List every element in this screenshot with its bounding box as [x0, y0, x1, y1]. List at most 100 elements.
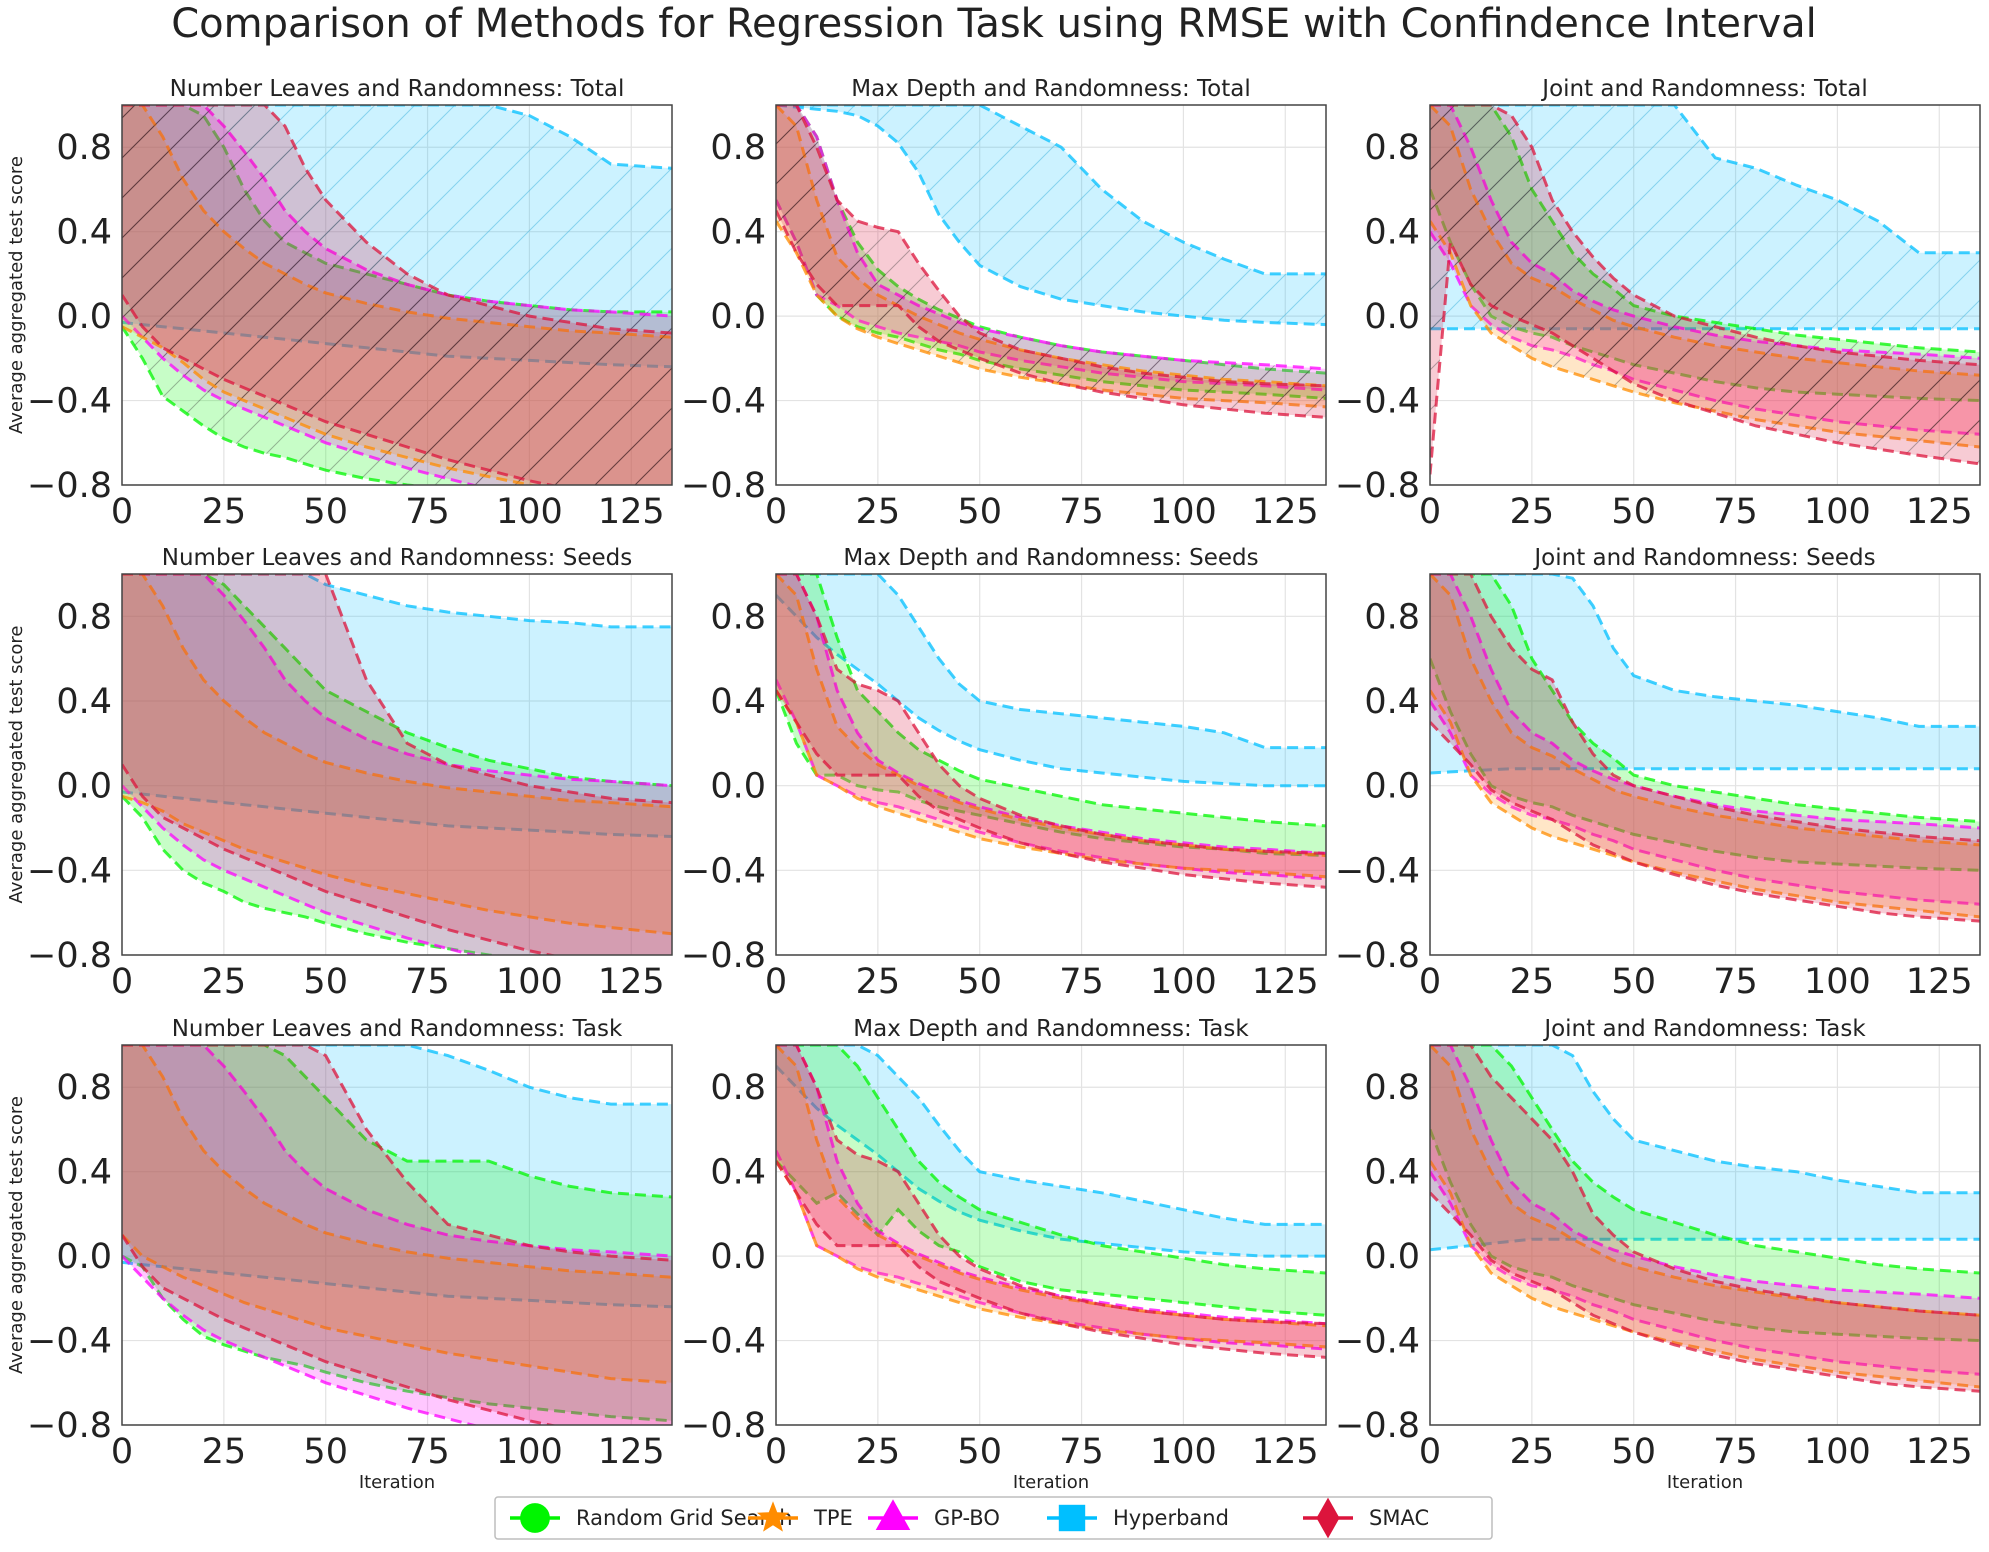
panel-title: Number Leaves and Randomness: Task: [172, 1016, 623, 1042]
y-tick-label: −0.8: [681, 936, 766, 976]
band-hyperband: [1430, 1045, 1980, 1250]
y-tick-label: 0.4: [56, 1153, 112, 1193]
axes-frame: [1429, 104, 1981, 486]
y-tick-label: 0.4: [1364, 1153, 1420, 1193]
y-tick-label: 0.4: [56, 682, 112, 722]
x-tick-label: 25: [202, 1432, 247, 1472]
band-hatch-smac: [122, 105, 672, 485]
band-edge-lower-random-grid-search: [1430, 658, 1980, 872]
x-tick-label: 0: [111, 962, 133, 1002]
legend: Random Grid Search TPE GP-BO Hyperband SMAC: [494, 1496, 1493, 1540]
panel-number-leaves-seeds: 0 25 50 75 100 125 −0.8 −0.4 0.0 0.4 0.8 Number Lea…: [6, 545, 673, 1002]
y-tick-label: 0.0: [710, 297, 766, 337]
y-tick-label: −0.8: [27, 1406, 112, 1446]
x-tick-label: 75: [1713, 962, 1758, 1002]
panel-number-leaves-task: 0 25 50 75 100 125 −0.8 −0.4 0.0 0.4 0.8 Number Lea…: [6, 1016, 673, 1493]
x-tick-label: 100: [496, 962, 563, 1002]
axes-frame: [1429, 573, 1981, 956]
panels: 0 25 50 75 100 125 −0.8 −0.4 0.0 0.4 0.8 Number Lea…: [6, 0, 1981, 1493]
band-edge-upper-smac: [776, 574, 1326, 855]
y-tick-label: 0.8: [56, 1068, 112, 1108]
panel-title: Joint and Randomness: Seeds: [1532, 545, 1875, 571]
x-tick-label: 25: [202, 492, 247, 532]
band-hyperband: [122, 1045, 672, 1307]
x-tick-label: 75: [405, 492, 450, 532]
panel-max-depth-seeds: 0 25 50 75 100 125 −0.8 −0.4 0.0 0.4 0.8 Max Depth …: [681, 545, 1327, 1002]
plot-area: [776, 1045, 1326, 1425]
band-edge-lower-smac: [122, 1234, 558, 1425]
band-edge-upper-gp-bo: [1430, 574, 1980, 830]
x-tick-label: 50: [1611, 492, 1656, 532]
x-tick-label: 0: [765, 1432, 787, 1472]
band-random-grid-search: [1430, 1045, 1980, 1341]
panel-title: Number Leaves and Randomness: Seeds: [162, 545, 632, 571]
band-edge-upper-smac: [1430, 574, 1980, 843]
band-edge-upper-tpe: [776, 1045, 1326, 1328]
band-hatch-tpe: [776, 105, 1326, 407]
y-tick-label: 0.4: [56, 213, 112, 253]
axes-frame: [121, 1044, 673, 1426]
x-tick-label: 125: [1252, 962, 1319, 1002]
y-tick-label: 0.8: [1364, 128, 1420, 168]
x-tick-label: 0: [111, 492, 133, 532]
axes-frame: [775, 104, 1327, 486]
band-edge-lower-tpe: [122, 794, 672, 936]
band-edge-lower-hyperband: [776, 594, 1326, 788]
y-tick-label: 0.4: [1364, 213, 1420, 253]
band-edge-lower-hyperband: [776, 105, 1326, 327]
band-edge-lower-hyperband: [1430, 767, 1980, 775]
x-tick-label: 0: [1419, 1432, 1441, 1472]
legend-item-tpe: TPE: [748, 1501, 853, 1532]
y-tick-label: 0.8: [1364, 597, 1420, 637]
x-tick-label: 25: [1510, 962, 1555, 1002]
x-tick-label: 75: [1713, 1432, 1758, 1472]
band-edge-upper-hyperband: [122, 105, 672, 170]
band-gp-bo: [122, 1045, 672, 1425]
marker-random-grid-search: [1844, 0, 1871, 14]
legend-item-gp-bo: GP-BO: [868, 1499, 1000, 1530]
y-tick-label: 0.8: [56, 597, 112, 637]
band-hyperband: [1430, 574, 1980, 773]
band-edge-lower-hyperband: [776, 1065, 1326, 1258]
band-tpe: [776, 574, 1326, 877]
x-tick-label: 50: [303, 962, 348, 1002]
band-edge-lower-hyperband: [1430, 1237, 1980, 1252]
x-tick-label: 50: [957, 1432, 1002, 1472]
marker-random-grid-search: [1905, 0, 1932, 14]
plot-content: [1430, 105, 1980, 475]
y-axis-label: Average aggregated test score: [6, 626, 27, 904]
band-edge-lower-smac: [122, 763, 558, 955]
x-tick-label: 0: [765, 492, 787, 532]
band-edge-lower-smac: [1430, 1191, 1980, 1393]
y-tick-label: −0.8: [681, 466, 766, 506]
band-edge-lower-smac: [776, 689, 1326, 889]
y-tick-label: 0.0: [710, 1237, 766, 1277]
band-gp-bo: [122, 574, 672, 955]
band-edge-lower-tpe: [776, 689, 1326, 879]
panel-max-depth-total: 0 25 50 75 100 125 −0.8 −0.4 0.0 0.4 0.8 Max Depth …: [681, 76, 1327, 532]
marker-random-grid-search: [1905, 0, 1932, 14]
x-tick-label: 100: [496, 1432, 563, 1472]
band-edge-lower-hyperband: [122, 1260, 672, 1309]
y-tick-label: −0.8: [1335, 466, 1420, 506]
legend-triangle-marker: [875, 1499, 911, 1530]
band-tpe: [122, 1045, 672, 1383]
y-tick-label: −0.4: [1335, 1322, 1420, 1362]
y-tick-label: −0.8: [27, 466, 112, 506]
x-tick-label: 100: [1150, 492, 1217, 532]
legend-item-smac: SMAC: [1303, 1497, 1429, 1539]
y-tick-label: 0.4: [710, 1153, 766, 1193]
axes-frame: [775, 573, 1327, 956]
band-edge-upper-random-grid-search: [122, 574, 672, 788]
band-gp-bo: [776, 1045, 1326, 1349]
band-edge-lower-gp-bo: [776, 1149, 1326, 1351]
y-tick-label: 0.4: [710, 213, 766, 253]
band-edge-lower-gp-bo: [122, 784, 479, 955]
band-tpe: [776, 1045, 1326, 1347]
y-tick-label: 0.8: [710, 1068, 766, 1108]
band-hyperband: [776, 1045, 1326, 1257]
band-edge-upper-random-grid-search: [1430, 574, 1980, 824]
band-edge-lower-tpe: [776, 1160, 1326, 1349]
x-tick-label: 125: [1906, 492, 1973, 532]
band-edge-upper-tpe: [776, 574, 1326, 857]
